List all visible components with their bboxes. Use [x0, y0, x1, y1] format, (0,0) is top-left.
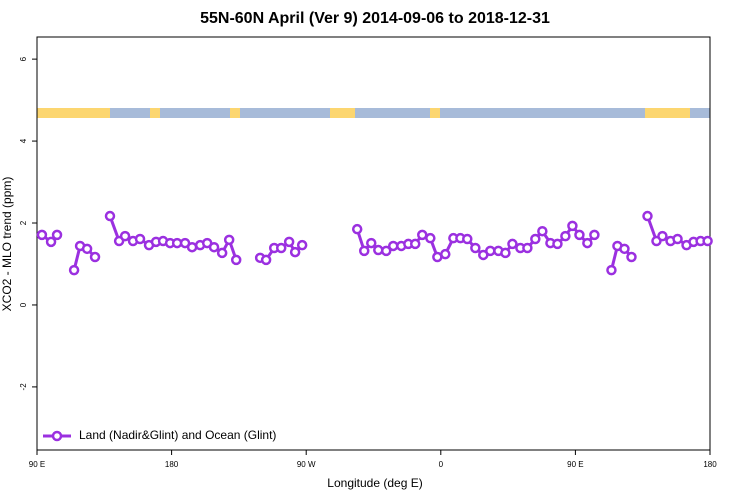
chart-title: 55N-60N April (Ver 9) 2014-09-06 to 2018… [200, 10, 550, 27]
data-point [51, 229, 63, 241]
data-point [119, 230, 131, 242]
x-tick-label: 180 [703, 460, 717, 469]
x-tick-label: 90 E [29, 460, 45, 469]
data-point [36, 229, 48, 241]
data-point [552, 238, 563, 250]
data-point [223, 234, 235, 246]
data-point [289, 246, 301, 258]
data-point [366, 237, 377, 249]
data-point [380, 245, 392, 257]
y-tick-label: 6 [19, 56, 28, 61]
y-tick-label: -2 [19, 383, 28, 391]
y-tick-label: 2 [19, 220, 28, 225]
data-point [296, 239, 308, 251]
data-point [417, 229, 428, 241]
data-point [500, 247, 511, 259]
data-point [425, 232, 436, 244]
data-point [567, 220, 578, 232]
data-point [351, 223, 363, 235]
data-point [409, 238, 421, 250]
data-point [358, 245, 370, 257]
data-point [275, 242, 287, 254]
data-point [530, 233, 541, 245]
data-point [186, 241, 198, 253]
data-point [230, 254, 242, 266]
data-point [260, 254, 272, 266]
data-point [89, 251, 101, 263]
legend-label: Land (Nadir&Glint) and Ocean (Glint) [79, 428, 276, 442]
land-ocean-strip [37, 108, 710, 118]
data-point [522, 242, 533, 254]
data-point [387, 240, 399, 252]
data-point [560, 230, 571, 242]
data-point [68, 264, 80, 276]
data-point [619, 243, 630, 255]
data-point [134, 233, 146, 245]
data-point [702, 235, 713, 247]
data-point [440, 248, 451, 260]
data-point [672, 233, 683, 245]
data-point [657, 230, 668, 242]
y-tick-label: 0 [19, 302, 28, 307]
data-point [582, 237, 593, 249]
data-point [574, 229, 585, 241]
data-point [507, 238, 518, 250]
data-point [216, 247, 228, 259]
data-point [208, 241, 220, 253]
legend-marker [51, 430, 63, 442]
x-tick-label: 90 W [297, 460, 316, 469]
data-point [470, 242, 481, 254]
data-point [589, 229, 600, 241]
x-axis-label: Longitude (deg E) [327, 476, 422, 490]
y-axis-label: XCO2 - MLO trend (ppm) [0, 177, 14, 312]
data-point [81, 243, 93, 255]
x-tick-label: 0 [439, 460, 444, 469]
data-point [104, 210, 116, 222]
data-point [626, 251, 637, 263]
data-point [606, 264, 617, 276]
data-point [45, 236, 57, 248]
data-point [485, 245, 496, 257]
data-point [537, 225, 548, 237]
data-point [283, 236, 295, 248]
x-tick-label: 180 [165, 460, 179, 469]
data-point [642, 210, 653, 222]
y-tick-label: 4 [19, 138, 28, 143]
data-point [462, 233, 473, 245]
x-tick-label: 90 E [567, 460, 583, 469]
